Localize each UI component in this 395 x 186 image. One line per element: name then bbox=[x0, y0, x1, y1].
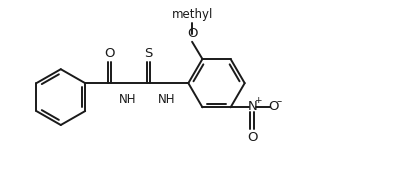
Text: NH: NH bbox=[158, 93, 176, 106]
Text: methyl: methyl bbox=[171, 8, 213, 21]
Text: –: – bbox=[277, 96, 282, 106]
Text: O: O bbox=[269, 100, 279, 113]
Text: O: O bbox=[247, 131, 258, 144]
Text: S: S bbox=[145, 47, 153, 60]
Text: NH: NH bbox=[119, 93, 136, 106]
Text: O: O bbox=[187, 27, 198, 40]
Text: N: N bbox=[247, 100, 257, 113]
Text: +: + bbox=[254, 96, 261, 105]
Text: O: O bbox=[104, 47, 115, 60]
